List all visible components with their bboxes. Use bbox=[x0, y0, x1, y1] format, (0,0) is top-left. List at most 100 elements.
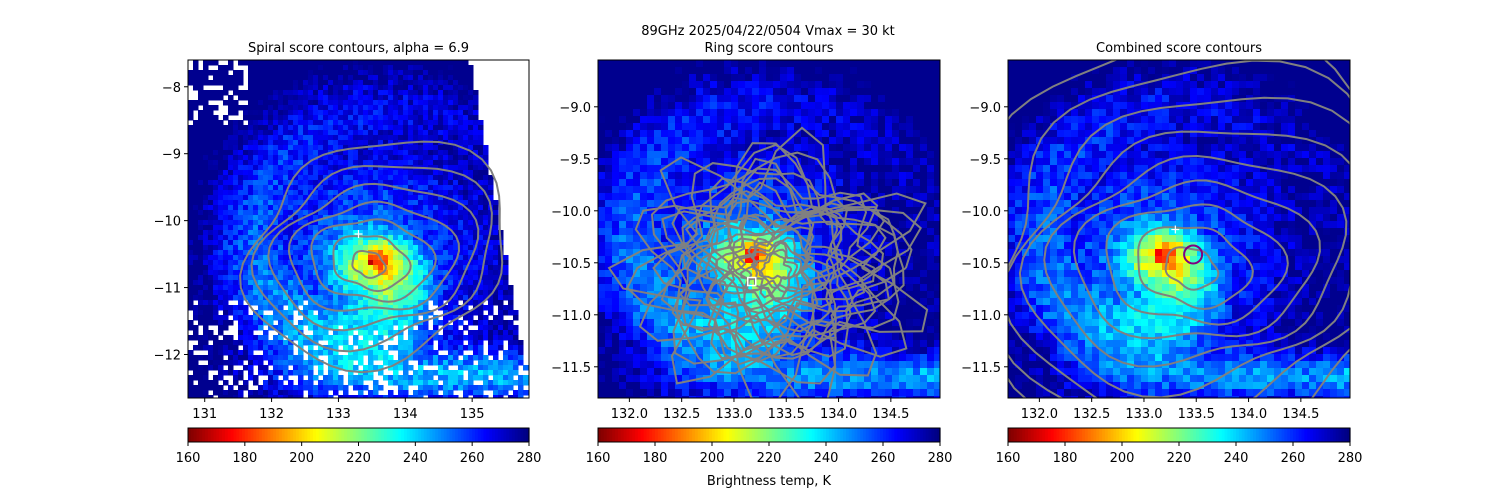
score-contours bbox=[1008, 60, 1350, 398]
combined-score-contour bbox=[1043, 154, 1348, 368]
x-tick-label: 133.0 bbox=[1125, 407, 1162, 422]
x-tick-label: 134.5 bbox=[1282, 407, 1319, 422]
ring-score-contour bbox=[681, 177, 887, 357]
spiral-score-contour bbox=[310, 218, 437, 303]
panel-3: Combined score contours 132.0 132.5 133.0 13… bbox=[961, 41, 1363, 466]
combined-score-contour bbox=[1072, 179, 1321, 340]
score-contours bbox=[239, 140, 504, 374]
axes-frame bbox=[187, 59, 530, 399]
ring-score-contour bbox=[626, 143, 905, 385]
x-tick-label: 134.5 bbox=[872, 407, 909, 422]
x-tick-label: 134.0 bbox=[1230, 407, 1267, 422]
colorbar-tick-label: 160 bbox=[176, 451, 201, 466]
y-tick-label: −12 bbox=[154, 348, 181, 363]
x-tick-label: 132.5 bbox=[1073, 407, 1110, 422]
figure-suptitle: 89GHz 2025/04/22/0504 Vmax = 30 kt bbox=[641, 24, 895, 39]
spiral-score-contour bbox=[250, 164, 493, 353]
colorbar-tick-label: 180 bbox=[232, 451, 257, 466]
ring-score-contour bbox=[705, 217, 843, 333]
colorbar-tick-label: 220 bbox=[346, 451, 371, 466]
y-tick-label: −9.5 bbox=[969, 153, 1001, 168]
x-tick-label: 133.5 bbox=[1178, 407, 1215, 422]
spiral-score-contour bbox=[287, 200, 461, 312]
colorbar-tick-label: 280 bbox=[1338, 451, 1363, 466]
y-tick-label: −10 bbox=[154, 215, 181, 230]
y-tick-label: −9.5 bbox=[559, 153, 591, 168]
x-tick-label: 133 bbox=[326, 407, 351, 422]
colorbar-tick-label: 280 bbox=[928, 451, 953, 466]
brightness-temperature-field bbox=[188, 60, 529, 398]
combined-score-contour bbox=[1018, 130, 1350, 398]
x-tick-label: 135 bbox=[460, 407, 485, 422]
ring-center-square-marker bbox=[746, 276, 757, 287]
axes-frame bbox=[1007, 59, 1351, 399]
panel-title: Ring score contours bbox=[704, 41, 833, 56]
panel-2: Ring score contours 132.0 132.5 133.0 133.5 1… bbox=[551, 41, 952, 466]
y-tick-label: −9 bbox=[162, 148, 181, 163]
x-tick-label: 134 bbox=[393, 407, 418, 422]
y-tick-label: −11.5 bbox=[551, 361, 591, 376]
x-tick-label: 132.0 bbox=[1021, 407, 1058, 422]
colorbar: 160 180 200 220 240 260 280 bbox=[176, 427, 542, 466]
x-tick-label: 132.0 bbox=[611, 407, 648, 422]
combined-score-contour bbox=[1105, 203, 1289, 326]
panel-title: Combined score contours bbox=[1096, 41, 1262, 56]
colorbar-tick-label: 240 bbox=[814, 451, 839, 466]
colorbar-tick-label: 280 bbox=[517, 451, 542, 466]
colorbar-tick-label: 240 bbox=[1224, 451, 1249, 466]
spiral-score-contour bbox=[351, 250, 387, 279]
y-tick-label: −9.0 bbox=[969, 101, 1001, 116]
center-plus-marker bbox=[1171, 225, 1180, 234]
colorbar-axis-label: Brightness temp, K bbox=[707, 474, 832, 489]
colorbar-tick-label: 200 bbox=[700, 451, 725, 466]
colorbar-tick-label: 200 bbox=[289, 451, 314, 466]
combined-score-contour bbox=[1137, 226, 1254, 311]
y-tick-label: −11 bbox=[154, 282, 181, 297]
panel-title: Spiral score contours, alpha = 6.9 bbox=[248, 41, 469, 56]
colorbar-tick-label: 220 bbox=[1167, 451, 1192, 466]
combined-score-contour bbox=[1008, 60, 1350, 398]
y-tick-label: −8 bbox=[162, 81, 181, 96]
x-tick-label: 131 bbox=[192, 407, 217, 422]
x-tick-label: 134.0 bbox=[820, 407, 857, 422]
colorbar-tick-label: 180 bbox=[643, 451, 668, 466]
colorbar-tick-label: 220 bbox=[757, 451, 782, 466]
x-tick-label: 133.0 bbox=[715, 407, 752, 422]
colorbar-tick-label: 160 bbox=[996, 451, 1021, 466]
score-contours bbox=[607, 126, 929, 398]
y-tick-label: −10.5 bbox=[961, 257, 1001, 272]
y-tick-label: −10.5 bbox=[551, 257, 591, 272]
y-tick-label: −10.0 bbox=[551, 205, 591, 220]
combined-score-contour bbox=[1008, 96, 1350, 398]
combined-center-circle-marker bbox=[1183, 244, 1204, 265]
spiral-score-contour bbox=[332, 235, 412, 293]
y-tick-label: −10.0 bbox=[961, 205, 1001, 220]
combined-score-contour bbox=[1008, 60, 1350, 398]
colorbar: 160 180 200 220 240 260 280 bbox=[586, 427, 953, 466]
center-plus-marker bbox=[354, 230, 363, 239]
x-tick-label: 132 bbox=[259, 407, 284, 422]
x-tick-label: 133.5 bbox=[768, 407, 805, 422]
spiral-score-contour bbox=[267, 182, 480, 332]
combined-score-contour bbox=[1164, 246, 1220, 291]
y-tick-label: −11.5 bbox=[961, 361, 1001, 376]
y-tick-label: −9.0 bbox=[559, 101, 591, 116]
ring-score-contour bbox=[706, 214, 844, 329]
ring-score-contour bbox=[607, 126, 929, 398]
y-tick-label: −11.0 bbox=[961, 309, 1001, 324]
colorbar-tick-label: 200 bbox=[1110, 451, 1135, 466]
ring-score-contour bbox=[638, 151, 922, 398]
panel-1: Spiral score contours, alpha = 6.9 131 132… bbox=[154, 41, 542, 466]
spiral-score-contour bbox=[239, 140, 504, 374]
ring-score-contour bbox=[696, 196, 854, 347]
brightness-temperature-field bbox=[1008, 60, 1350, 398]
y-tick-label: −11.0 bbox=[551, 309, 591, 324]
ring-score-contour bbox=[740, 239, 808, 299]
colorbar-tick-label: 260 bbox=[1281, 451, 1306, 466]
axes-frame bbox=[597, 59, 941, 399]
colorbar-tick-label: 260 bbox=[460, 451, 485, 466]
colorbar: 160 180 200 220 240 260 280 bbox=[996, 427, 1363, 466]
colorbar-tick-label: 180 bbox=[1053, 451, 1078, 466]
colorbar-tick-label: 160 bbox=[586, 451, 611, 466]
